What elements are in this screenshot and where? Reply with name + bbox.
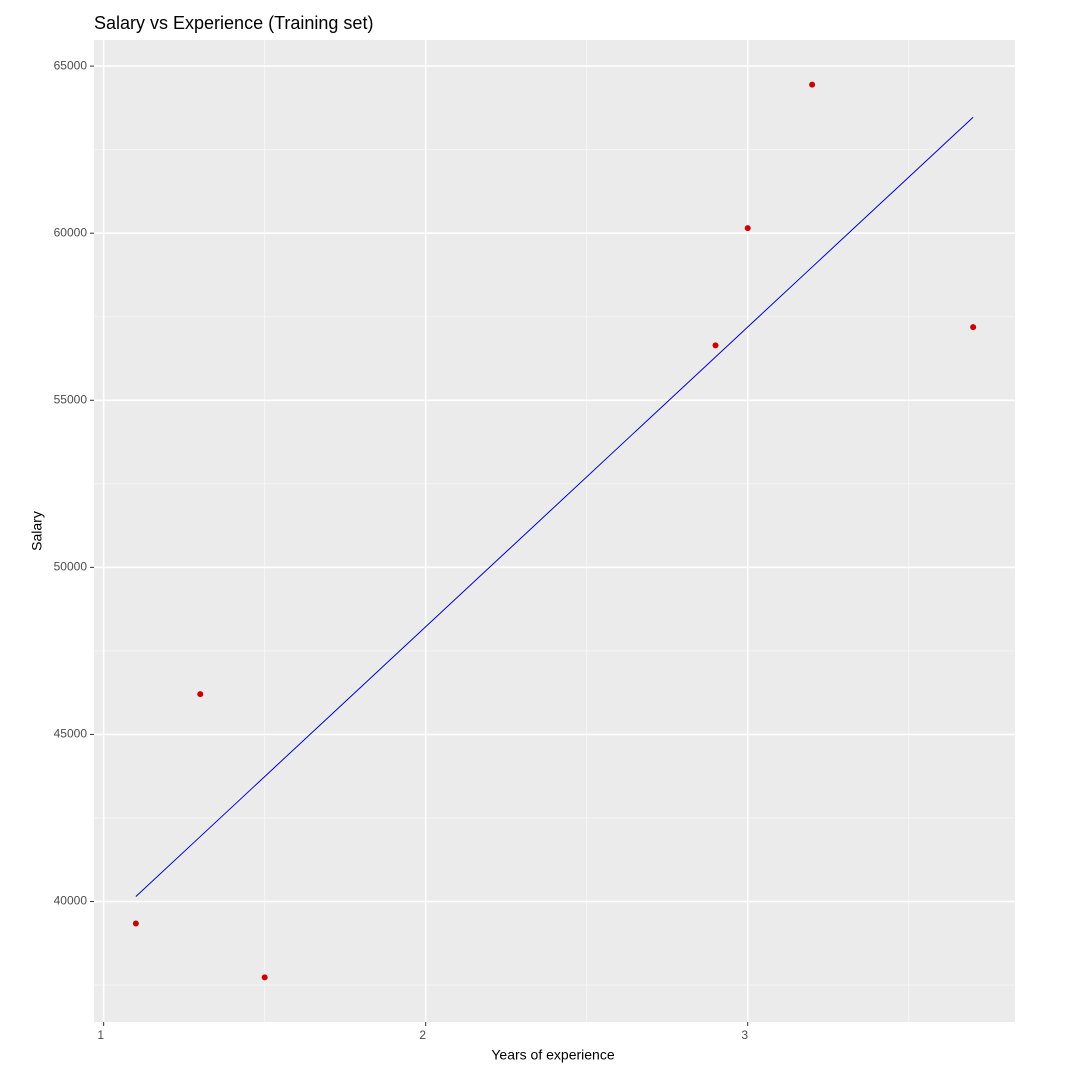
x-axis-label: Years of experience xyxy=(491,1047,614,1063)
y-tick-label: 50000 xyxy=(54,560,88,574)
y-tick-label: 55000 xyxy=(54,392,88,406)
y-tick-label: 65000 xyxy=(54,58,88,72)
x-tick-label: 1 xyxy=(97,1028,104,1042)
point xyxy=(712,342,719,349)
chart-title: Salary vs Experience (Training set) xyxy=(94,13,373,33)
point xyxy=(744,225,751,232)
y-axis-label: Salary xyxy=(29,511,45,551)
point xyxy=(261,974,268,981)
regression-line xyxy=(135,116,974,897)
point xyxy=(132,920,139,927)
plot-panel xyxy=(94,40,1015,1022)
x-tick-label: 3 xyxy=(741,1028,748,1042)
y-tick-label: 45000 xyxy=(54,727,88,741)
point xyxy=(809,81,816,88)
x-tick-label: 2 xyxy=(419,1028,426,1042)
y-tick-label: 60000 xyxy=(54,225,88,239)
point xyxy=(197,691,204,698)
point xyxy=(970,324,977,331)
y-tick-label: 40000 xyxy=(54,894,88,908)
